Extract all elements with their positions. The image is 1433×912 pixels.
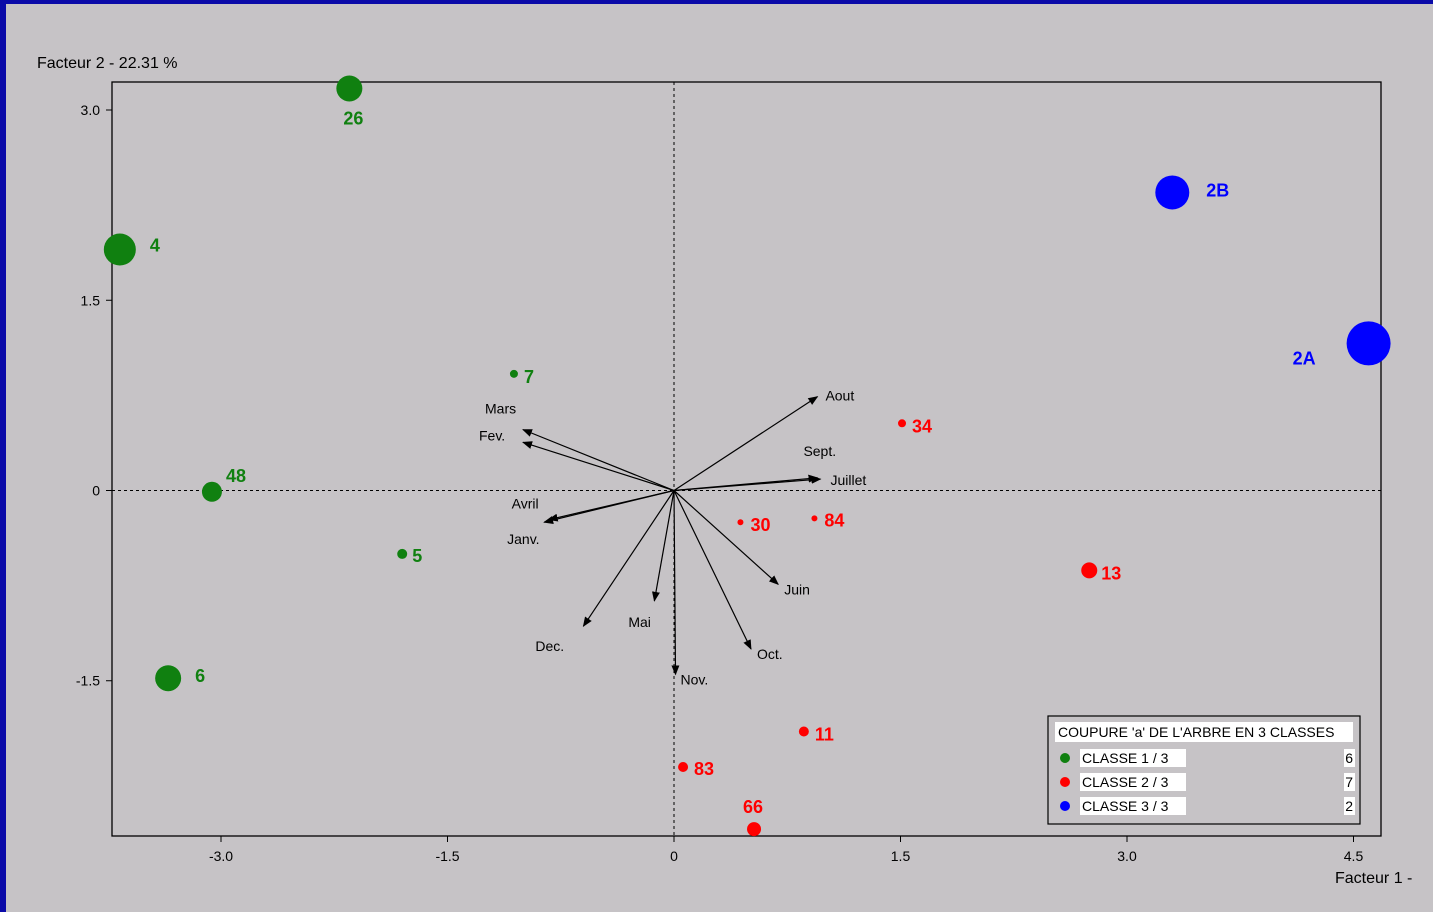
y-tick-label: -1.5 [76, 673, 100, 689]
data-point [509, 369, 518, 378]
legend-count-bg [1344, 749, 1355, 767]
x-tick-label: 1.5 [891, 848, 911, 864]
data-point [155, 665, 182, 692]
x-tick-label: -3.0 [209, 848, 233, 864]
data-point [1346, 321, 1391, 366]
y-axis-title: Facteur 2 - 22.31 % [37, 55, 178, 72]
variable-label: Oct. [757, 646, 783, 662]
legend-title: COUPURE 'a' DE L'ARBRE EN 3 CLASSES [1058, 724, 1334, 740]
legend-count-bg [1344, 773, 1355, 791]
point-label: 2A [1293, 348, 1316, 368]
legend-marker [1060, 801, 1070, 811]
x-axis-title: Facteur 1 - [1335, 870, 1412, 887]
legend-label-bg [1080, 797, 1186, 815]
variable-vector [671, 490, 680, 676]
y-tick-label: 1.5 [81, 292, 101, 308]
variable-label: Sept. [803, 443, 836, 459]
x-tick-label: 0 [670, 848, 678, 864]
variable-label: Juin [784, 581, 810, 597]
legend-marker [1060, 777, 1070, 787]
legend-label-bg [1080, 773, 1186, 791]
data-point [678, 761, 689, 772]
point-label: 13 [1101, 563, 1121, 583]
variable-label: Aout [825, 388, 854, 404]
chart-panel: -3.0 -1.5 0 1.5 3.0 4.5 3.0 1.5 0 -1.5 Aout Sept. J… [6, 4, 1433, 912]
variable-vector [673, 490, 779, 586]
variable-vector [673, 475, 822, 492]
point-label: 30 [750, 515, 770, 535]
x-tick-label: -1.5 [435, 848, 459, 864]
point-label: 4 [150, 236, 160, 256]
variable-label: Janv. [507, 531, 539, 547]
point-label: 84 [824, 510, 844, 530]
legend-label: CLASSE 1 / 3 [1082, 750, 1169, 766]
point-label: 11 [815, 724, 834, 744]
factorial-plane-chart: -3.0 -1.5 0 1.5 3.0 4.5 3.0 1.5 0 -1.5 Aout Sept. J… [37, 55, 1412, 887]
data-point [898, 419, 907, 428]
point-label: 48 [226, 466, 246, 486]
variable-vector [582, 490, 675, 628]
point-label: 83 [694, 759, 714, 779]
data-point [397, 548, 408, 559]
variable-label: Dec. [535, 638, 564, 654]
data-point [336, 75, 363, 102]
variable-label: Nov. [681, 671, 709, 687]
legend-label: CLASSE 3 / 3 [1082, 798, 1169, 814]
variable-label: Mars [485, 401, 516, 417]
variable-vector [652, 490, 675, 602]
legend-title-bg [1055, 722, 1353, 742]
legend-label: CLASSE 2 / 3 [1082, 774, 1169, 790]
variable-label: Mai [628, 614, 651, 630]
point-label: 5 [412, 546, 422, 566]
variable-vector [543, 489, 675, 524]
variable-label: Fev. [479, 427, 505, 443]
point-label: 34 [912, 416, 932, 436]
legend-marker [1060, 753, 1070, 763]
data-point [811, 515, 818, 522]
point-label: 26 [343, 108, 363, 128]
variable-vector [673, 396, 819, 492]
variable-vector [522, 441, 675, 492]
data-point [747, 822, 762, 837]
variable-vector [673, 490, 752, 650]
y-tick-label: 0 [92, 483, 100, 499]
data-point [798, 726, 809, 737]
legend-count: 2 [1345, 798, 1353, 814]
legend-label-bg [1080, 749, 1186, 767]
x-tick-label: 3.0 [1117, 848, 1137, 864]
data-point [737, 519, 744, 526]
x-tick-label: 4.5 [1344, 848, 1364, 864]
data-point [103, 233, 136, 266]
data-point [1155, 175, 1190, 210]
legend-count-bg [1344, 797, 1355, 815]
variable-vector [522, 429, 675, 492]
legend-count: 7 [1345, 774, 1353, 790]
variable-label: Juillet [830, 472, 866, 488]
plot-frame [111, 81, 1382, 837]
data-point [201, 481, 222, 502]
point-label: 7 [524, 367, 534, 387]
data-point [1081, 562, 1098, 579]
y-tick-label: 3.0 [81, 102, 101, 118]
legend-count: 6 [1345, 750, 1353, 766]
point-label: 66 [743, 797, 763, 817]
variable-label: Avril [512, 496, 539, 512]
point-label: 6 [195, 666, 205, 686]
point-label: 2B [1206, 180, 1229, 200]
